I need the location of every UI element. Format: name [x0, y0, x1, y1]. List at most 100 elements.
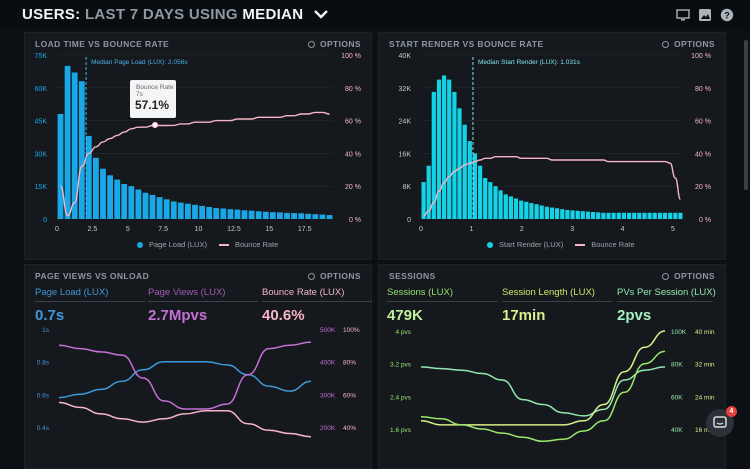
options-button[interactable]: OPTIONS [661, 271, 715, 281]
legend-bounce-rate: Bounce Rate [234, 240, 279, 249]
options-button[interactable]: OPTIONS [307, 271, 361, 281]
sessions-panel: SESSIONS OPTIONS Sessions (LUX) 479K Ses… [378, 264, 726, 469]
x-tick-label: 3 [570, 226, 574, 233]
bar [462, 124, 467, 219]
bar [601, 212, 606, 219]
bar [291, 213, 297, 219]
options-button[interactable]: OPTIONS [661, 39, 715, 49]
bar [447, 79, 452, 219]
y-tick-label: 80K [671, 362, 683, 369]
chevron-down-icon[interactable] [313, 6, 328, 23]
metric-page-views[interactable]: Page Views (LUX) 2.7Mpvs [148, 287, 258, 324]
x-tick-label: 7.5 [158, 226, 168, 233]
bar [565, 210, 570, 219]
bar [100, 168, 106, 219]
y-right-tick-label: 60 % [695, 119, 711, 126]
metric-pvs-per-session[interactable]: PVs Per Session (LUX) 2pvs [617, 287, 716, 324]
bar [570, 210, 575, 219]
options-icon [307, 41, 315, 48]
bar [529, 203, 534, 219]
help-icon[interactable]: ? [720, 8, 734, 22]
bar [575, 210, 580, 219]
bar [647, 212, 652, 219]
y-tick-label: 40% [343, 425, 356, 432]
bar [591, 212, 596, 219]
x-tick-label: 4 [621, 226, 625, 233]
y-tick-label: 200K [320, 425, 336, 432]
y-tick-label: 60% [343, 392, 356, 399]
metric-label: Page Views (LUX) [148, 287, 258, 302]
metric-sessions[interactable]: Sessions (LUX) 479K [387, 287, 497, 324]
bar [488, 182, 493, 219]
page-views-panel: PAGE VIEWS VS ONLOAD OPTIONS Page Load (… [24, 264, 372, 469]
title-prefix: USERS: [22, 6, 81, 23]
series-line-0 [58, 360, 312, 399]
y-tick-label: 16 min [695, 427, 715, 434]
y-right-tick-label: 0 % [349, 217, 361, 224]
bar [606, 212, 611, 219]
tooltip-value: 57.1% [135, 98, 170, 112]
svg-text:?: ? [724, 11, 730, 21]
bar [192, 204, 198, 219]
panel-title: LOAD TIME VS BOUNCE RATE [35, 39, 170, 49]
bar [637, 212, 642, 219]
image-icon[interactable] [698, 8, 712, 22]
bar [149, 194, 156, 219]
options-button[interactable]: OPTIONS [307, 39, 361, 49]
x-tick-label: 2 [520, 226, 524, 233]
tooltip-marker [151, 121, 159, 129]
metric-value: 0.7s [35, 307, 65, 324]
bar [64, 65, 71, 220]
y-tick-label: 500K [320, 327, 336, 334]
bar [426, 165, 431, 219]
monitor-icon[interactable] [676, 8, 690, 22]
bar [678, 212, 683, 219]
metric-page-load[interactable]: Page Load (LUX) 0.7s [35, 287, 145, 324]
page-title[interactable]: USERS: LAST 7 DAYS USING MEDIAN [22, 6, 328, 23]
metric-session-length[interactable]: Session Length (LUX) 17min [502, 287, 612, 324]
bar [467, 141, 472, 219]
bar [206, 207, 213, 219]
y-tick-label: 40 min [695, 329, 715, 336]
y-tick-label: 1s [42, 327, 50, 334]
y-tick-label: 2.4 pvs [390, 394, 412, 401]
bar [611, 212, 616, 219]
median-label: Median Start Render (LUX): 1.031s [478, 59, 581, 66]
bar [326, 215, 333, 219]
bar [163, 199, 170, 219]
bar [478, 165, 483, 219]
bar [549, 207, 555, 219]
bar [277, 212, 283, 219]
bar [220, 208, 227, 219]
start-render-chart: 0 8K 16K 24K 32K 40K 0 % 20 % 40 % 60 % 80 % 100 % 0… [399, 53, 711, 233]
legend-page-load: Page Load (LUX) [149, 240, 207, 249]
y-right-tick-label: 80 % [695, 86, 711, 93]
legend-swatch-page-load [137, 241, 143, 248]
scrollbar[interactable] [744, 40, 748, 190]
bar [493, 186, 498, 219]
x-tick-label: 5 [126, 226, 130, 233]
x-tick-label: 15 [265, 226, 273, 233]
legend-bounce-rate: Bounce Rate [591, 240, 635, 249]
bar [524, 201, 529, 219]
y-tick-label: 0.6s [37, 392, 50, 399]
page-views-chart: 1s 0.8s 0.6s 0.4s 500K 400K 300K 200K 100% 80% 60%… [37, 327, 360, 438]
metric-label: Bounce Rate (LUX) [262, 287, 372, 302]
metric-label: Session Length (LUX) [502, 287, 612, 302]
metric-label: PVs Per Session (LUX) [617, 287, 716, 302]
y-right-tick-label: 100 % [691, 53, 711, 60]
y-right-tick-label: 100 % [341, 53, 361, 60]
y-tick-label: 0.4s [37, 425, 50, 432]
title-using: USING [188, 6, 238, 23]
tooltip-sublabel: 7s [136, 91, 143, 98]
start-render-panel: START RENDER VS BOUNCE RATE OPTIONS 0 8K 1… [378, 32, 726, 260]
chat-button[interactable]: 4 [706, 406, 737, 437]
metric-bounce-rate[interactable]: Bounce Rate (LUX) 40.6% [262, 287, 372, 324]
legend-swatch-bounce [575, 243, 586, 246]
series-line-2 [58, 401, 312, 438]
legend-swatch-start-render [487, 241, 493, 248]
bar [436, 79, 442, 219]
load-time-legend: Page Load (LUX) Bounce Rate [137, 240, 278, 249]
bar [544, 206, 549, 219]
bar [227, 209, 234, 219]
